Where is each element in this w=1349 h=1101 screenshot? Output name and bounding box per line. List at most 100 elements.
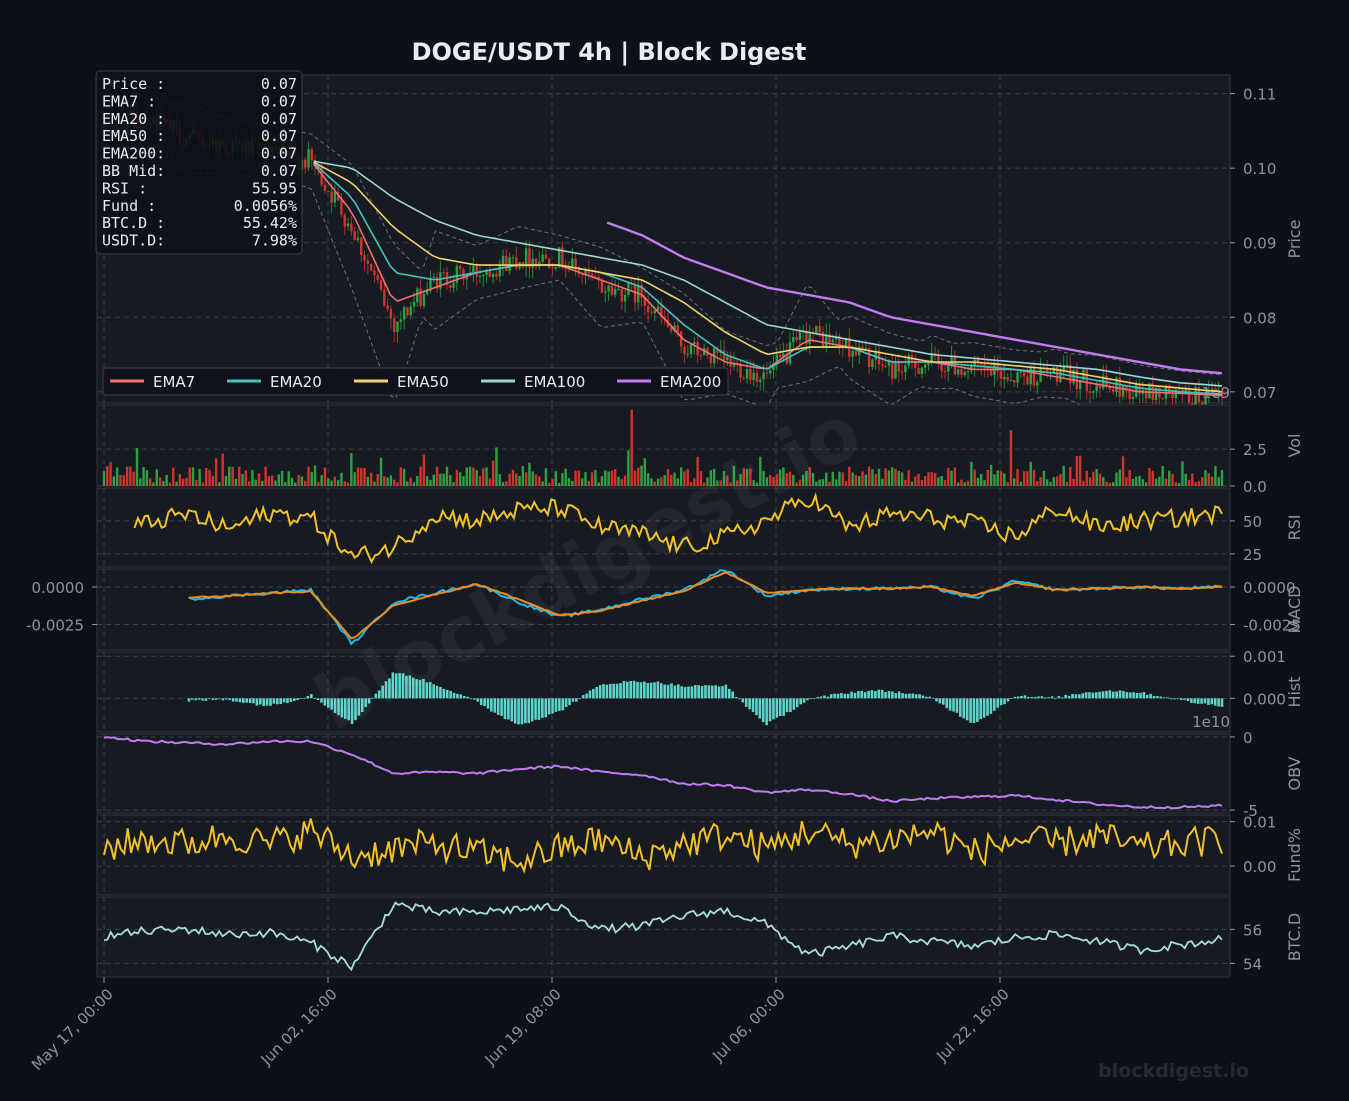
- hist-bar: [1006, 698, 1010, 702]
- volume-bar: [294, 482, 297, 486]
- volume-bar: [452, 482, 455, 486]
- volume-bar: [963, 482, 966, 486]
- volume-bar: [145, 470, 149, 486]
- obv-frame: [96, 733, 1231, 814]
- hist-bar: [602, 684, 605, 699]
- hist-bar: [710, 685, 714, 699]
- volume-bar: [353, 472, 356, 486]
- volume-bar: [544, 468, 548, 486]
- line-ema100: [313, 160, 1223, 387]
- candle-body: [389, 309, 393, 319]
- volume-bar: [1013, 478, 1016, 486]
- volume-bar: [897, 470, 901, 486]
- hist-bar: [687, 686, 690, 699]
- hist-bar: [989, 698, 993, 714]
- candle-body: [1036, 381, 1039, 386]
- rsi-ytick-label: 50: [1243, 513, 1262, 531]
- volume-bar: [393, 479, 396, 486]
- candle-body: [472, 266, 475, 273]
- volume-bar: [1154, 478, 1158, 486]
- hist-bar: [544, 698, 548, 718]
- volume-bar: [732, 465, 736, 486]
- obv-ytick-label: -5: [1243, 802, 1258, 820]
- hist-bar: [829, 694, 833, 699]
- hist-bar: [242, 698, 245, 703]
- candle-body: [548, 258, 551, 268]
- volume-bar: [686, 468, 689, 486]
- candle-body: [544, 254, 548, 259]
- candle-body: [736, 362, 739, 364]
- volume-bar: [1128, 469, 1131, 486]
- candle-body: [660, 306, 663, 318]
- hist-bar: [816, 697, 819, 699]
- volume-bar: [1039, 477, 1042, 486]
- hist-bar: [313, 698, 316, 699]
- candle-body: [429, 277, 432, 291]
- hist-bar: [520, 698, 524, 725]
- candle-body: [409, 306, 412, 316]
- hist-bar: [809, 698, 813, 700]
- volume-bar: [564, 468, 567, 486]
- candle-body: [821, 332, 825, 346]
- volume-bar: [808, 467, 811, 486]
- candle-body: [452, 282, 455, 288]
- volume-bar: [449, 474, 452, 486]
- hist-bar: [187, 698, 191, 702]
- hist-bar: [636, 681, 639, 699]
- volume-bar: [956, 482, 960, 486]
- volume-bar: [739, 474, 742, 486]
- line-btc-dominance: [103, 901, 1223, 972]
- hist-bar: [272, 698, 276, 704]
- legend-label: EMA7: [153, 373, 195, 391]
- hist-bar: [303, 697, 306, 699]
- hist-bar: [1050, 696, 1054, 699]
- candle-body: [1085, 369, 1088, 392]
- hist-bar: [360, 698, 364, 713]
- volume-bar: [205, 467, 208, 486]
- volume-bar: [218, 482, 221, 486]
- hist-bar: [860, 690, 864, 699]
- volume-bar: [1217, 477, 1220, 486]
- volume-bar: [765, 477, 769, 486]
- candle-body: [759, 379, 762, 383]
- volume-bar: [439, 473, 442, 486]
- volume-bar: [1161, 465, 1164, 486]
- volume-bar: [818, 479, 821, 486]
- funding-frame: [96, 814, 1231, 896]
- hist-bar: [697, 685, 700, 699]
- volume-bar: [587, 480, 590, 486]
- hist-bar: [425, 682, 429, 699]
- info-label: BB Mid:: [102, 162, 165, 180]
- volume-bar: [884, 468, 887, 486]
- candle-body: [696, 342, 699, 356]
- volume-bar: [719, 480, 722, 486]
- hist-bar: [476, 698, 480, 702]
- candle-body: [1210, 388, 1214, 391]
- hist-bar: [840, 693, 843, 699]
- hist-bar: [965, 698, 969, 721]
- volume-bar: [1168, 470, 1171, 486]
- candle-body: [1022, 372, 1026, 377]
- volume-bar: [501, 482, 505, 486]
- hist-bar: [418, 679, 422, 699]
- volume-bar: [455, 469, 459, 486]
- volume-bar: [653, 481, 656, 486]
- volume-bar: [188, 467, 191, 486]
- candle-body: [894, 361, 897, 379]
- hist-bar: [976, 698, 979, 722]
- volume-bar: [1003, 473, 1006, 486]
- volume-bar: [1088, 477, 1092, 486]
- hist-bar: [1003, 698, 1006, 705]
- candle-body: [1003, 376, 1006, 380]
- volume-bar: [432, 474, 435, 486]
- volume-bar: [495, 447, 498, 486]
- volume-bar: [630, 409, 633, 486]
- candle-body: [600, 280, 604, 293]
- hist-bar: [904, 693, 908, 699]
- candle-body: [693, 342, 696, 345]
- candle-body: [844, 337, 848, 348]
- volume-bar: [238, 466, 241, 486]
- volume-bar: [1214, 466, 1217, 486]
- hist-bar: [741, 698, 745, 703]
- hist-bar: [959, 698, 962, 717]
